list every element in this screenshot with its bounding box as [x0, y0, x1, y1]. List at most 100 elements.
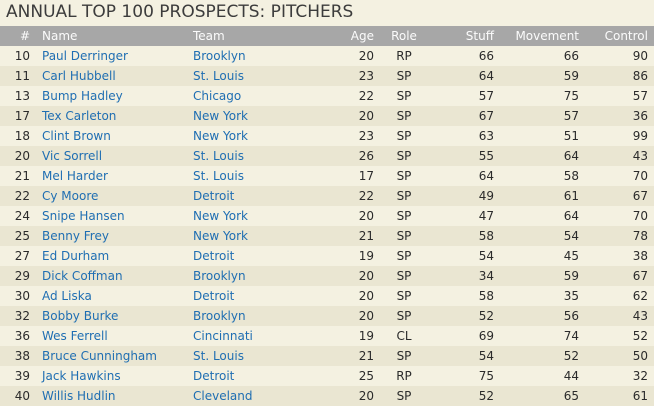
movement-cell: 52: [500, 346, 585, 366]
role-cell: SP: [380, 386, 428, 406]
player-name-link[interactable]: Snipe Hansen: [36, 206, 187, 226]
team-link[interactable]: New York: [187, 206, 340, 226]
player-name-link[interactable]: Ed Durham: [36, 246, 187, 266]
table-row: 36 Wes Ferrell Cincinnati 19 CL 69 74 52: [0, 326, 654, 346]
control-cell: 70: [585, 206, 654, 226]
column-header-age[interactable]: Age: [350, 29, 374, 43]
role-cell: SP: [380, 286, 428, 306]
movement-cell: 64: [500, 206, 585, 226]
table-row: 10 Paul Derringer Brooklyn 20 RP 66 66 9…: [0, 46, 654, 66]
stuff-cell: 54: [428, 346, 500, 366]
team-link[interactable]: St. Louis: [187, 66, 340, 86]
age-cell: 20: [340, 206, 380, 226]
team-link[interactable]: New York: [187, 226, 340, 246]
rank-cell: 25: [0, 226, 36, 246]
role-cell: SP: [380, 86, 428, 106]
stuff-cell: 49: [428, 186, 500, 206]
player-name-link[interactable]: Jack Hawkins: [36, 366, 187, 386]
player-name-link[interactable]: Cy Moore: [36, 186, 187, 206]
player-name-link[interactable]: Bruce Cunningham: [36, 346, 187, 366]
team-link[interactable]: St. Louis: [187, 346, 340, 366]
team-link[interactable]: St. Louis: [187, 166, 340, 186]
team-link[interactable]: Brooklyn: [187, 306, 340, 326]
role-cell: CL: [380, 326, 428, 346]
age-cell: 21: [340, 346, 380, 366]
stuff-cell: 64: [428, 166, 500, 186]
team-link[interactable]: New York: [187, 106, 340, 126]
table-row: 18 Clint Brown New York 23 SP 63 51 99: [0, 126, 654, 146]
player-name-link[interactable]: Bobby Burke: [36, 306, 187, 326]
role-cell: SP: [380, 66, 428, 86]
stuff-cell: 69: [428, 326, 500, 346]
age-cell: 19: [340, 246, 380, 266]
movement-cell: 59: [500, 266, 585, 286]
player-name-link[interactable]: Clint Brown: [36, 126, 187, 146]
player-name-link[interactable]: Mel Harder: [36, 166, 187, 186]
column-header-stuff[interactable]: Stuff: [465, 29, 494, 43]
stuff-cell: 52: [428, 386, 500, 406]
player-name-link[interactable]: Vic Sorrell: [36, 146, 187, 166]
team-link[interactable]: Chicago: [187, 86, 340, 106]
column-header-role[interactable]: Role: [391, 29, 417, 43]
rank-cell: 10: [0, 46, 36, 66]
player-name-link[interactable]: Paul Derringer: [36, 46, 187, 66]
column-header-movement[interactable]: Movement: [515, 29, 579, 43]
control-cell: 61: [585, 386, 654, 406]
team-link[interactable]: Detroit: [187, 286, 340, 306]
team-link[interactable]: St. Louis: [187, 146, 340, 166]
movement-cell: 45: [500, 246, 585, 266]
control-cell: 62: [585, 286, 654, 306]
role-cell: RP: [380, 46, 428, 66]
age-cell: 20: [340, 286, 380, 306]
age-cell: 20: [340, 46, 380, 66]
rank-cell: 30: [0, 286, 36, 306]
rank-cell: 21: [0, 166, 36, 186]
movement-cell: 56: [500, 306, 585, 326]
column-header-rank[interactable]: #: [19, 29, 30, 43]
role-cell: SP: [380, 306, 428, 326]
control-cell: 43: [585, 146, 654, 166]
stuff-cell: 55: [428, 146, 500, 166]
team-link[interactable]: New York: [187, 126, 340, 146]
role-cell: SP: [380, 226, 428, 246]
table-row: 13 Bump Hadley Chicago 22 SP 57 75 57: [0, 86, 654, 106]
player-name-link[interactable]: Dick Coffman: [36, 266, 187, 286]
team-link[interactable]: Cincinnati: [187, 326, 340, 346]
stuff-cell: 63: [428, 126, 500, 146]
age-cell: 20: [340, 266, 380, 286]
table-row: 25 Benny Frey New York 21 SP 58 54 78: [0, 226, 654, 246]
team-link[interactable]: Detroit: [187, 366, 340, 386]
column-header-team[interactable]: Team: [193, 29, 225, 43]
control-cell: 32: [585, 366, 654, 386]
player-name-link[interactable]: Ad Liska: [36, 286, 187, 306]
player-name-link[interactable]: Bump Hadley: [36, 86, 187, 106]
table-row: 29 Dick Coffman Brooklyn 20 SP 34 59 67: [0, 266, 654, 286]
table-row: 30 Ad Liska Detroit 20 SP 58 35 62: [0, 286, 654, 306]
age-cell: 23: [340, 126, 380, 146]
player-name-link[interactable]: Carl Hubbell: [36, 66, 187, 86]
team-link[interactable]: Brooklyn: [187, 266, 340, 286]
team-link[interactable]: Detroit: [187, 186, 340, 206]
column-header-name[interactable]: Name: [42, 29, 78, 43]
role-cell: RP: [380, 366, 428, 386]
age-cell: 20: [340, 386, 380, 406]
player-name-link[interactable]: Benny Frey: [36, 226, 187, 246]
age-cell: 20: [340, 106, 380, 126]
movement-cell: 57: [500, 106, 585, 126]
table-header-row: # Name Team Age Role Stuff Movement Cont…: [0, 26, 654, 46]
team-link[interactable]: Detroit: [187, 246, 340, 266]
column-header-control[interactable]: Control: [604, 29, 648, 43]
table-row: 17 Tex Carleton New York 20 SP 67 57 36: [0, 106, 654, 126]
movement-cell: 58: [500, 166, 585, 186]
table-row: 38 Bruce Cunningham St. Louis 21 SP 54 5…: [0, 346, 654, 366]
player-name-link[interactable]: Tex Carleton: [36, 106, 187, 126]
player-name-link[interactable]: Willis Hudlin: [36, 386, 187, 406]
team-link[interactable]: Cleveland: [187, 386, 340, 406]
player-name-link[interactable]: Wes Ferrell: [36, 326, 187, 346]
role-cell: SP: [380, 126, 428, 146]
table-row: 22 Cy Moore Detroit 22 SP 49 61 67: [0, 186, 654, 206]
role-cell: SP: [380, 266, 428, 286]
team-link[interactable]: Brooklyn: [187, 46, 340, 66]
rank-cell: 11: [0, 66, 36, 86]
rank-cell: 36: [0, 326, 36, 346]
